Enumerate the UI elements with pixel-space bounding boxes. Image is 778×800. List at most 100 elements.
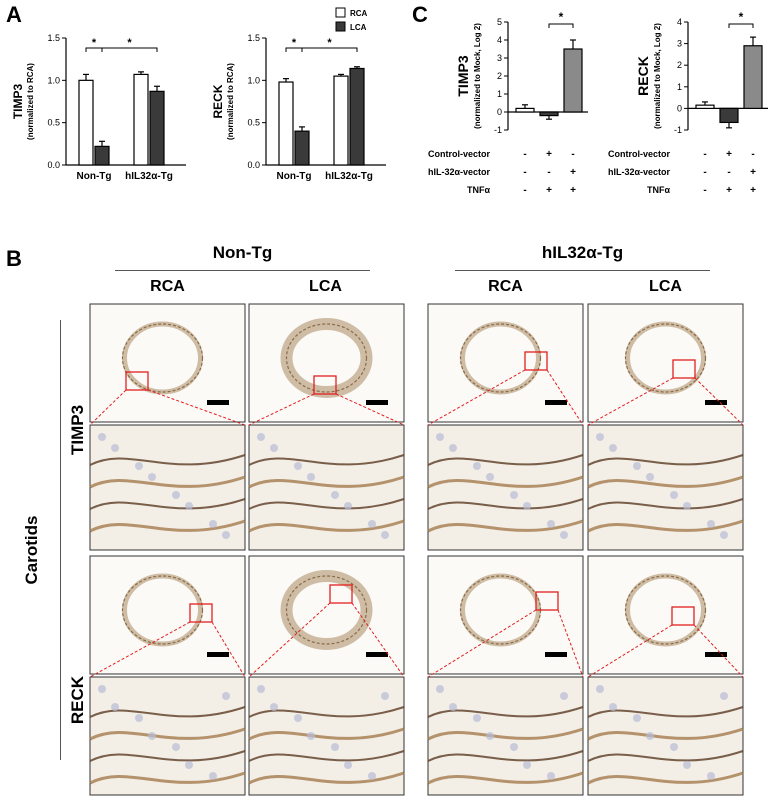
- nucleus: [111, 444, 119, 452]
- zoom-box: [329, 584, 353, 604]
- nucleus: [270, 703, 278, 711]
- y-axis-label: RECK: [635, 56, 651, 96]
- y-tick-label: 2: [677, 60, 682, 70]
- tissue-fiber: [248, 475, 405, 489]
- y-axis-sublabel: (normalized to RCA): [226, 63, 235, 140]
- zoom-box: [125, 371, 149, 391]
- vessel-outline: [285, 323, 368, 393]
- image-frame: [248, 424, 405, 551]
- zoom-line: [248, 393, 315, 426]
- tissue-fiber: [587, 454, 744, 466]
- vessel-wall: [122, 573, 203, 647]
- significance-bracket: [302, 47, 358, 52]
- significance-star: *: [559, 10, 564, 24]
- nucleus: [449, 444, 457, 452]
- nucleus: [172, 491, 180, 499]
- tissue-fiber: [89, 498, 246, 510]
- nucleus: [331, 743, 339, 751]
- condition-label: hIL-32α-vector: [428, 167, 491, 177]
- histology-image: [248, 303, 405, 423]
- zoom-line: [546, 369, 584, 426]
- column-label-lca: LCA: [309, 278, 342, 295]
- condition-mark: -: [571, 149, 574, 160]
- condition-mark: +: [750, 167, 756, 178]
- nucleus: [135, 714, 143, 722]
- nucleus: [707, 772, 715, 780]
- histology-image: [427, 424, 584, 551]
- condition-label: Control-vector: [428, 149, 491, 159]
- y-tick-label: 4: [497, 35, 502, 45]
- tissue-fiber: [427, 475, 584, 489]
- histology-image: [248, 424, 405, 551]
- image-frame: [587, 424, 744, 551]
- nucleus: [609, 703, 617, 711]
- nucleus: [98, 433, 106, 441]
- nucleus: [486, 732, 494, 740]
- nucleus: [209, 520, 217, 528]
- significance-star: *: [92, 37, 97, 49]
- y-tick-label: 0: [497, 107, 502, 117]
- nucleus: [135, 462, 143, 470]
- zoom-box: [189, 603, 213, 623]
- nucleus: [111, 703, 119, 711]
- nucleus: [381, 531, 389, 539]
- significance-star: *: [327, 37, 332, 49]
- nucleus: [294, 714, 302, 722]
- condition-mark: -: [523, 167, 526, 178]
- zoom-box: [524, 351, 548, 371]
- nucleus: [633, 462, 641, 470]
- tissue-fiber: [89, 519, 246, 533]
- histology-image: [89, 555, 246, 675]
- condition-mark: +: [546, 185, 552, 196]
- histology-image: [587, 424, 744, 551]
- nucleus: [609, 444, 617, 452]
- tissue-fiber: [587, 771, 744, 785]
- panel-label-c: C: [412, 2, 428, 27]
- nucleus: [368, 520, 376, 528]
- zoom-line: [693, 624, 744, 678]
- condition-mark: +: [570, 167, 576, 178]
- nucleus: [510, 491, 518, 499]
- y-tick-label: 4: [677, 17, 682, 27]
- panel-label-b: B: [6, 246, 22, 271]
- histology-image: [248, 555, 405, 675]
- nucleus: [185, 502, 193, 510]
- chart-a-timp3: 0.0 0.5 1.0 1.5 TIMP3 (normalized to RCA) Non-…: [11, 33, 186, 182]
- tissue-fiber: [427, 498, 584, 510]
- significance-bracket: [85, 47, 103, 52]
- x-tick-label: hIL32α-Tg: [325, 171, 373, 182]
- group-underline-nontg: [115, 270, 370, 271]
- nucleus: [510, 743, 518, 751]
- y-tick-label: 3: [497, 53, 502, 63]
- nucleus: [294, 462, 302, 470]
- tissue-fiber: [587, 706, 744, 718]
- significance-bracket: [285, 47, 303, 52]
- tissue-fiber: [248, 519, 405, 533]
- significance-star: *: [292, 37, 297, 49]
- tissue-fiber: [587, 750, 744, 762]
- histology-image: [427, 676, 584, 796]
- y-axis-sublabel: (normalized to Mock, Log 2): [473, 23, 482, 129]
- zoom-box: [313, 375, 337, 395]
- nucleus: [148, 732, 156, 740]
- tissue-fiber: [248, 771, 405, 785]
- panel-label-a: A: [6, 2, 22, 27]
- y-tick-label: -1: [674, 125, 682, 135]
- scale-bar: [366, 652, 388, 657]
- nucleus: [547, 520, 555, 528]
- group-header-nontg: Non-Tg: [212, 243, 273, 262]
- vessel-wall: [122, 321, 203, 395]
- column-label-lca: LCA: [649, 278, 682, 295]
- nucleus: [523, 502, 531, 510]
- tissue-fiber: [89, 706, 246, 718]
- nucleus: [436, 433, 444, 441]
- nucleus: [720, 692, 728, 700]
- nucleus: [172, 743, 180, 751]
- y-tick-label: 3: [677, 39, 682, 49]
- y-axis-sublabel: (normalized to Mock, Log 2): [653, 23, 662, 129]
- y-tick-label: 1: [677, 82, 682, 92]
- tissue-fiber: [89, 771, 246, 785]
- legend-label: LCA: [350, 23, 367, 32]
- condition-label: TNFα: [467, 185, 490, 195]
